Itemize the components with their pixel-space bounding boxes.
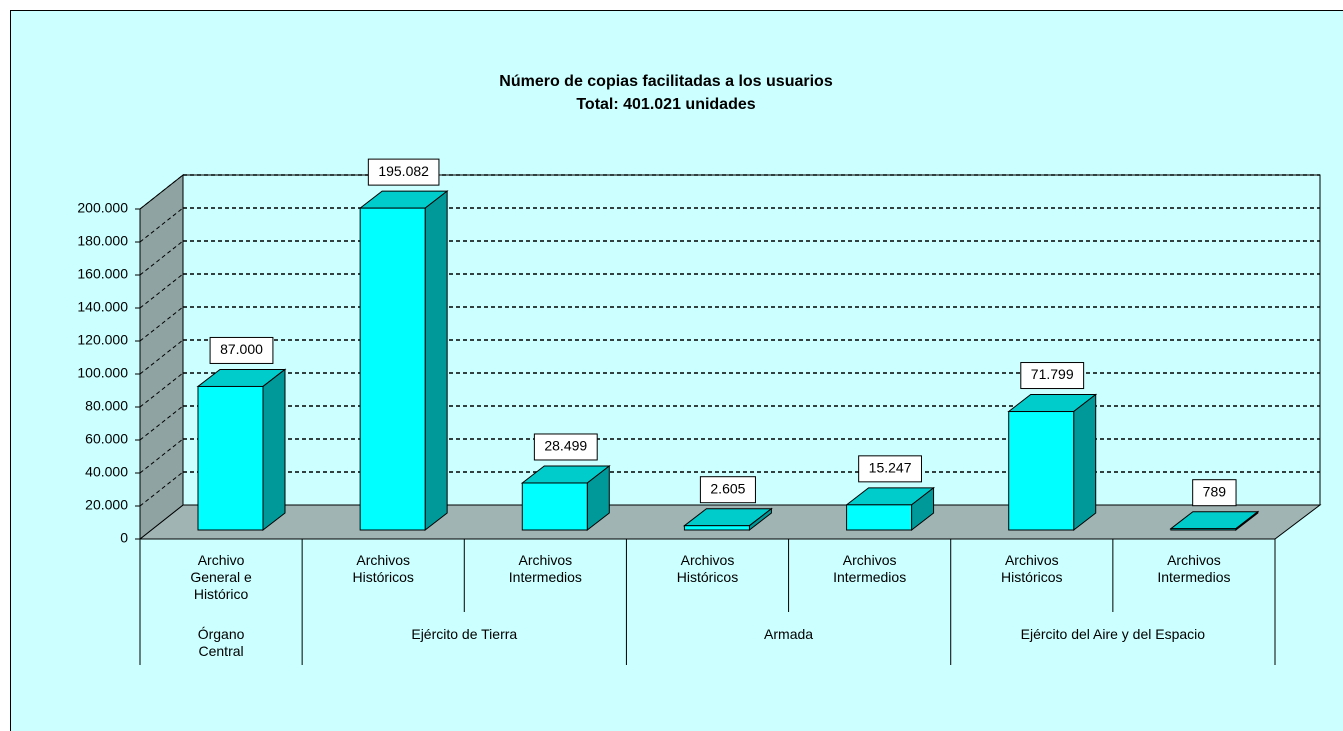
- grid-line-side: [139, 405, 184, 441]
- side-wall: [139, 173, 184, 541]
- value-label-box: [699, 476, 756, 504]
- value-label-box: [1192, 479, 1237, 507]
- x-tick-label: Archivos Históricos: [352, 552, 414, 585]
- y-tick-label: 100.000: [77, 365, 128, 381]
- bar: [1170, 528, 1237, 531]
- bar: [521, 482, 588, 531]
- bar: [197, 385, 264, 531]
- y-tick-label: 140.000: [77, 299, 128, 315]
- y-tick-label: 160.000: [77, 266, 128, 282]
- value-label-box: [1020, 362, 1085, 390]
- bar: [359, 207, 426, 531]
- x-tick-label: Archivos Intermedios: [833, 552, 907, 585]
- grid-line-side: [139, 240, 184, 276]
- y-tick-label: 60.000: [85, 431, 128, 447]
- value-label: 195.082: [378, 163, 429, 179]
- x-tick-label: Archivo General e Histórico: [190, 552, 252, 602]
- value-label: 71.799: [1031, 366, 1074, 382]
- grid-line-side: [139, 273, 184, 309]
- value-label: 15.247: [869, 460, 912, 476]
- y-tick-label: 20.000: [85, 497, 128, 513]
- x-tick-label: Archivos Históricos: [676, 552, 739, 585]
- value-label: 87.000: [220, 341, 263, 357]
- bar: [1008, 411, 1075, 531]
- bar-side: [262, 368, 286, 532]
- value-label-box: [533, 433, 598, 461]
- y-tick-label: 40.000: [85, 464, 128, 480]
- y-tick-label: 200.000: [77, 200, 128, 216]
- chart-title: Número de copias facilitadas a los usuar…: [499, 73, 833, 90]
- x-tick-label: Archivos Intermedios: [508, 552, 582, 585]
- grid-line-side: [139, 306, 184, 342]
- value-label-box: [367, 158, 440, 186]
- bar-side: [1073, 393, 1097, 532]
- grid-line-side: [139, 339, 184, 375]
- bar: [846, 504, 913, 531]
- grid-line-side: [139, 174, 184, 210]
- value-label: 2.605: [710, 480, 745, 496]
- grid-line-side: [139, 372, 184, 408]
- y-tick-label: 120.000: [77, 332, 128, 348]
- value-label-box: [858, 455, 922, 483]
- group-label: Ejército del Aire y del Espacio: [1020, 626, 1206, 642]
- grid-line-side: [139, 471, 184, 507]
- chart-subtitle: Total: 401.021 unidades: [576, 96, 755, 113]
- group-label: Órgano Central: [197, 626, 245, 659]
- grid-line-side: [139, 438, 184, 474]
- x-tick-label: Archivos Históricos: [1001, 552, 1063, 585]
- value-label: 789: [1203, 483, 1227, 499]
- bar-side: [424, 190, 448, 532]
- value-label-box: [209, 336, 274, 364]
- y-tick-label: 180.000: [77, 233, 128, 249]
- x-tick-label: Archivos Intermedios: [1157, 552, 1231, 585]
- y-tick-label: 0: [120, 530, 128, 546]
- bar: [683, 525, 750, 531]
- grid-line-side: [139, 207, 184, 243]
- y-tick-label: 80.000: [85, 398, 128, 414]
- value-label: 28.499: [544, 438, 587, 454]
- group-label: Armada: [764, 626, 814, 642]
- group-label: Ejército de Tierra: [411, 626, 518, 642]
